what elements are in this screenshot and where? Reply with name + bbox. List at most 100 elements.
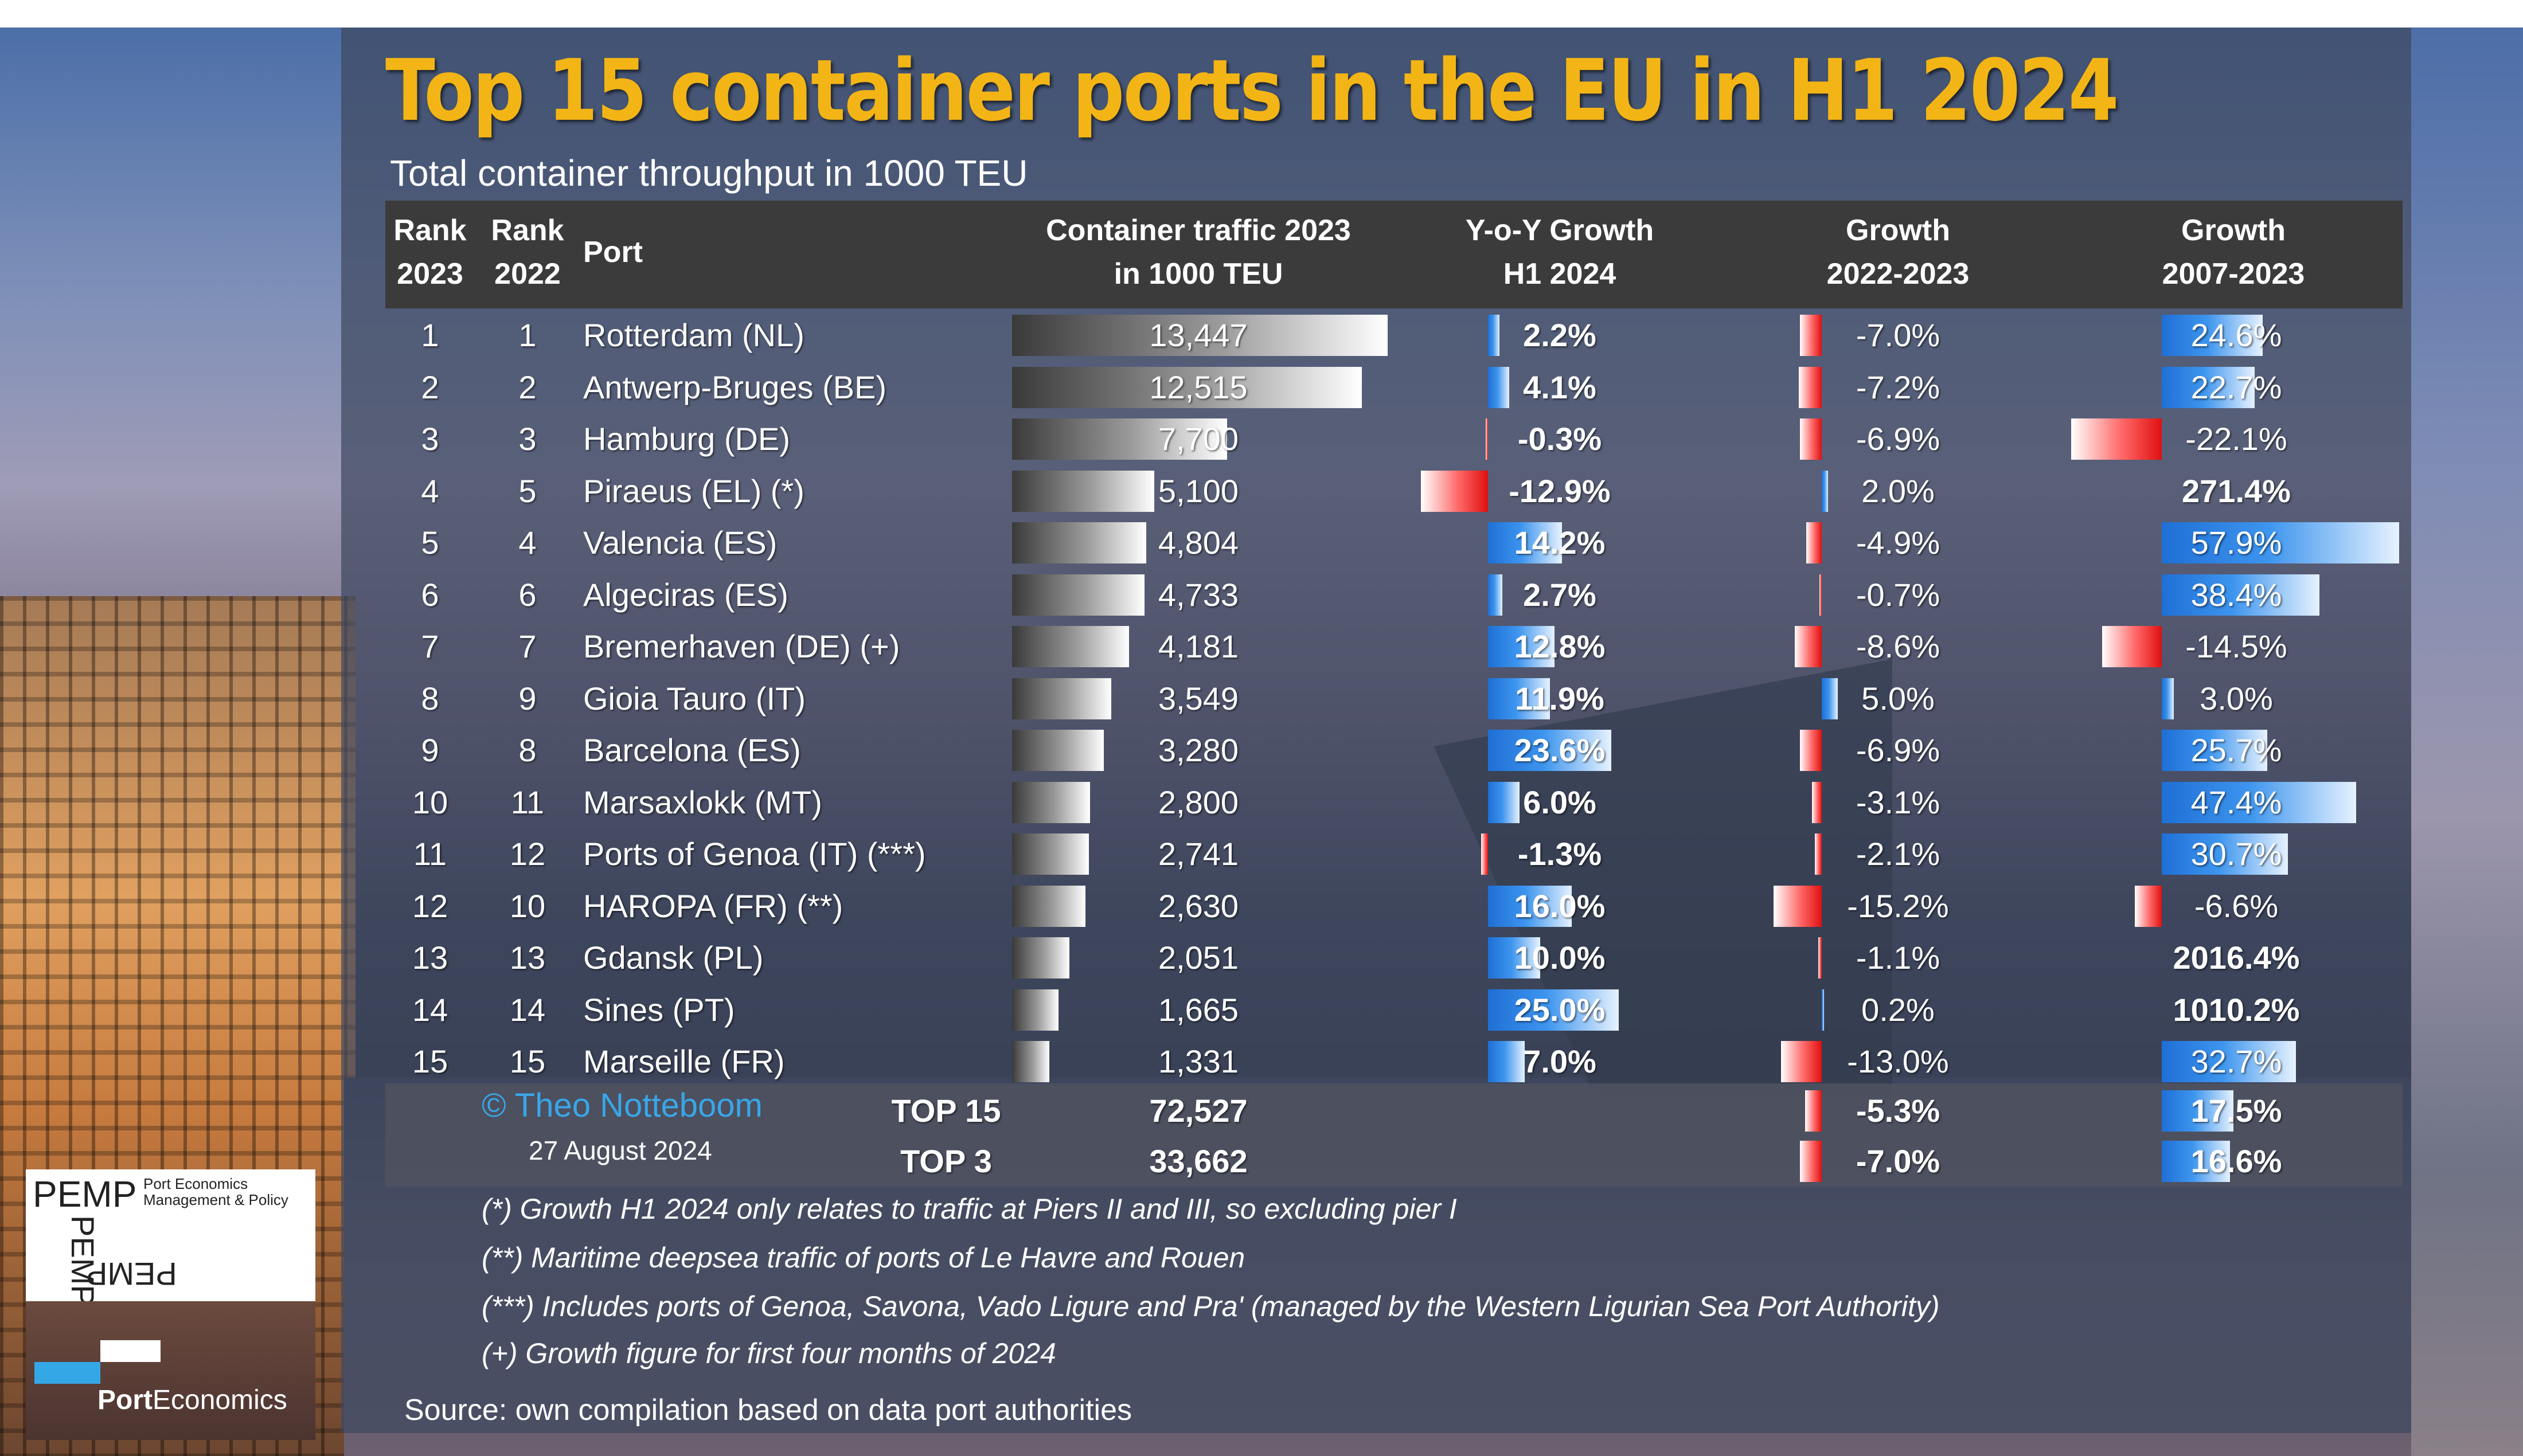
traffic-bar	[1012, 470, 1155, 512]
copyright-text: © Theo Notteboom	[482, 1087, 763, 1124]
traffic-value-label: 4,181	[1158, 628, 1239, 664]
footnote-1: (*) Growth H1 2024 only relates to traff…	[482, 1193, 1457, 1225]
traffic-bar	[1012, 989, 1059, 1031]
traffic-value-label: 3,549	[1158, 680, 1239, 717]
porteconomics-logo-blue-block	[34, 1362, 100, 1384]
growth-2022-2023-label: 0.2%	[1861, 991, 1935, 1028]
growth-2022-2023-label: -0.7%	[1856, 576, 1940, 613]
chart-subtitle: Total container throughput in 1000 TEU	[390, 152, 1028, 194]
port-name-cell: Gdansk (PL)	[583, 940, 764, 976]
yoy-growth-bar	[1481, 833, 1488, 875]
port-name-cell: Sines (PT)	[583, 991, 735, 1028]
growth-2007-2023-bar	[2162, 522, 2399, 563]
traffic-bar	[1012, 937, 1069, 979]
rank-2022-cell: 13	[509, 940, 546, 976]
total-growth-2007-2023-bar	[2162, 1090, 2234, 1132]
yoy-growth-label: 7.0%	[1523, 1043, 1596, 1079]
growth-2007-2023-label: 30.7%	[2190, 836, 2282, 872]
growth-2007-2023-bar	[2162, 781, 2356, 823]
yoy-growth-bar	[1488, 781, 1520, 823]
total-label: TOP 15	[891, 1093, 1001, 1129]
rank-2023-cell: 15	[412, 1043, 448, 1079]
growth-2007-2023-bar	[2162, 574, 2319, 616]
traffic-bar	[1012, 1041, 1049, 1082]
port-name-cell: Antwerp-Bruges (BE)	[583, 369, 887, 405]
header-yoy-line1: Y-o-Y Growth	[1465, 214, 1654, 247]
growth-2022-2023-bar	[1815, 833, 1822, 875]
total-growth-2022-2023-label: -7.0%	[1856, 1143, 1940, 1179]
growth-2022-2023-label: -2.1%	[1856, 836, 1940, 872]
header-yoy-growth: Y-o-Y Growth H1 2024	[1416, 209, 1703, 296]
rank-2023-cell: 7	[421, 628, 439, 664]
header-rank-2022: Rank 2022	[487, 209, 568, 296]
growth-2022-2023-label: -6.9%	[1856, 421, 1940, 457]
pemp-word: PEMP	[33, 1173, 137, 1215]
growth-2022-2023-label: -6.9%	[1856, 732, 1940, 768]
rank-2023-cell: 8	[421, 680, 439, 717]
total-growth-2007-2023-bar	[2162, 1141, 2230, 1182]
growth-2007-2023-bar	[2162, 366, 2255, 408]
growth-2022-2023-label: -1.1%	[1856, 940, 1940, 976]
rank-2023-cell: 4	[421, 472, 439, 509]
total-growth-2007-2023-label: 16.6%	[2190, 1143, 2282, 1179]
rank-2022-cell: 4	[518, 525, 537, 561]
pemp-tagline-2: Management & Policy	[143, 1191, 288, 1208]
port-name-cell: Valencia (ES)	[583, 525, 778, 561]
growth-2022-2023-bar	[1819, 574, 1822, 616]
header-g0723-line2: 2007-2023	[2162, 257, 2305, 291]
traffic-value-label: 2,051	[1158, 940, 1239, 976]
traffic-bar	[1012, 678, 1111, 719]
growth-2022-2023-bar	[1800, 418, 1822, 460]
growth-2007-2023-label: 57.9%	[2190, 525, 2282, 561]
yoy-growth-bar	[1488, 1041, 1525, 1082]
yoy-growth-label: 11.9%	[1515, 680, 1604, 717]
growth-2022-2023-bar	[1800, 730, 1822, 771]
growth-2007-2023-label: 1010.2%	[2173, 991, 2300, 1028]
growth-2007-2023-label: 3.0%	[2200, 680, 2273, 717]
growth-2022-2023-bar	[1822, 989, 1824, 1031]
yoy-growth-bar	[1488, 626, 1555, 667]
port-name-cell: Marsaxlokk (MT)	[583, 784, 822, 820]
growth-2007-2023-label: 25.7%	[2190, 732, 2282, 768]
rank-2023-cell: 6	[421, 576, 439, 613]
growth-2007-2023-label: 32.7%	[2190, 1043, 2282, 1079]
growth-2022-2023-label: 5.0%	[1861, 680, 1935, 717]
rank-2022-cell: 9	[518, 680, 537, 717]
rank-2023-cell: 9	[421, 732, 439, 768]
yoy-growth-label: 25.0%	[1514, 991, 1606, 1028]
growth-2007-2023-label: -14.5%	[2185, 628, 2287, 664]
rank-2022-cell: 12	[509, 836, 546, 872]
porteconomics-wordmark-rest: Economics	[153, 1385, 287, 1415]
traffic-bar	[1012, 626, 1129, 667]
growth-2022-2023-label: -7.0%	[1856, 317, 1940, 353]
rank-2022-cell: 7	[518, 628, 537, 664]
pemp-word-flipped: PEMP	[86, 1256, 177, 1292]
header-rank-2022-line1: Rank	[491, 214, 564, 247]
yoy-growth-label: -1.3%	[1517, 836, 1602, 872]
porteconomics-wordmark: PortEconomics	[97, 1384, 287, 1416]
traffic-bar	[1012, 574, 1145, 616]
yoy-growth-bar	[1488, 366, 1510, 408]
growth-2007-2023-label: -6.6%	[2194, 887, 2279, 924]
header-growth-2007-2023: Growth 2007-2023	[2090, 209, 2377, 296]
growth-2022-2023-label: -15.2%	[1847, 887, 1949, 924]
growth-2022-2023-bar	[1818, 937, 1822, 979]
growth-2022-2023-label: -4.9%	[1856, 525, 1940, 561]
yoy-growth-bar	[1488, 678, 1550, 719]
porteconomics-logo-white-block	[100, 1340, 161, 1362]
chart-title: Top 15 container ports in the EU in H1 2…	[385, 41, 2119, 140]
growth-2022-2023-bar	[1794, 626, 1822, 667]
yoy-growth-label: -0.3%	[1517, 421, 1602, 457]
footnote-3: (***) Includes ports of Genoa, Savona, V…	[482, 1290, 1940, 1322]
rank-2022-cell: 6	[518, 576, 537, 613]
traffic-bar	[1012, 730, 1104, 771]
yoy-growth-bar	[1420, 470, 1488, 512]
port-name-cell: Algeciras (ES)	[583, 576, 788, 613]
header-rank-2023-line2: 2023	[397, 257, 463, 291]
total-growth-2022-2023-label: -5.3%	[1856, 1093, 1940, 1129]
yoy-growth-bar	[1488, 522, 1563, 563]
port-name-cell: Ports of Genoa (IT) (***)	[583, 836, 926, 872]
table-totals-band	[385, 1083, 2403, 1187]
total-growth-2022-2023-bar	[1799, 1141, 1822, 1182]
pemp-tagline-1: Port Economics	[143, 1175, 248, 1192]
